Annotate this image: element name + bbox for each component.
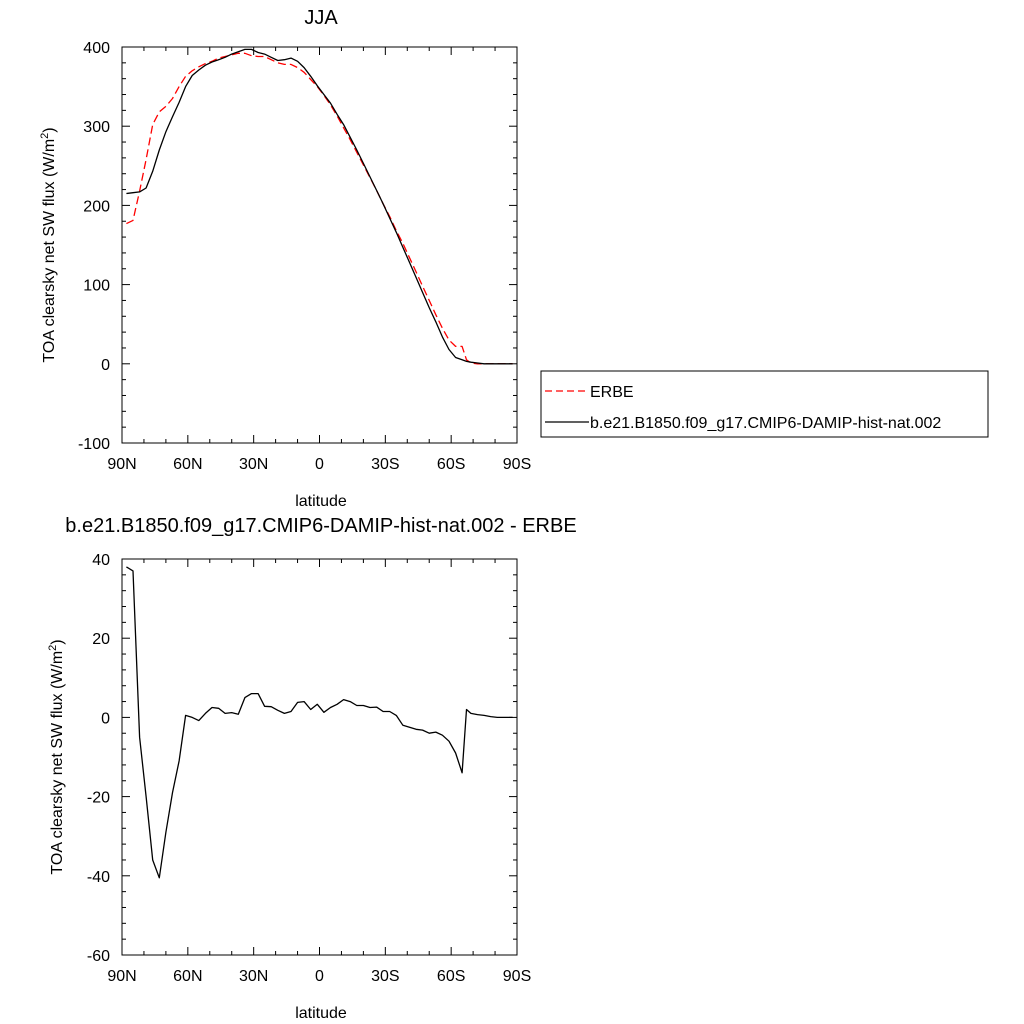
- x-tick-label: 90S: [503, 456, 531, 473]
- x-tick-label: 60N: [173, 456, 202, 473]
- y-tick-label: -100: [78, 436, 110, 453]
- y-tick-label: -20: [87, 790, 110, 807]
- chart-top: JJA 90N 60N 30N 0 30S 60S 90S -100 0 100 200 300 400…: [39, 7, 989, 510]
- plot-frame: [121, 46, 518, 444]
- x-tick-label: 60S: [437, 456, 465, 473]
- series-line-b-e21-b1850-f09-g17-cmip6-damip-hist-nat-002: [126, 48, 513, 365]
- legend-label-erbe: ERBE: [590, 384, 634, 401]
- y-tick-label: 200: [83, 198, 110, 215]
- plot-frame: [121, 558, 518, 956]
- legend: ERBE b.e21.B1850.f09_g17.CMIP6-DAMIP-his…: [540, 370, 989, 438]
- x-axis-label: latitude: [295, 1005, 347, 1022]
- x-tick-label: 30S: [371, 456, 399, 473]
- x-tick-label: 60S: [437, 968, 465, 985]
- y-axis-label: TOA clearsky net SW flux (W/m2): [39, 127, 58, 362]
- x-tick-label: 90N: [107, 456, 136, 473]
- y-tick-label: 100: [83, 278, 110, 295]
- axes: 90N 60N 30N 0 30S 60S 90S -60 -40 -20 0 20 40: [87, 552, 531, 985]
- x-tick-label: 0: [315, 456, 324, 473]
- x-tick-label: 30S: [371, 968, 399, 985]
- x-tick-label: 90N: [107, 968, 136, 985]
- y-tick-label: -60: [87, 948, 110, 965]
- y-tick-label: -40: [87, 869, 110, 886]
- chart-bottom: b.e21.B1850.f09_g17.CMIP6-DAMIP-hist-nat…: [47, 515, 577, 1022]
- y-tick-label: 400: [83, 40, 110, 57]
- series-line-erbe: [126, 52, 513, 365]
- chart-title: JJA: [304, 7, 338, 29]
- y-tick-label: 20: [92, 631, 110, 648]
- legend-box: [540, 370, 989, 438]
- plot-area: [126, 48, 513, 365]
- x-tick-label: 0: [315, 968, 324, 985]
- chart-title: b.e21.B1850.f09_g17.CMIP6-DAMIP-hist-nat…: [65, 515, 576, 537]
- axes: 90N 60N 30N 0 30S 60S 90S -100 0 100 200 300 400: [78, 40, 531, 473]
- x-axis-label: latitude: [295, 493, 347, 510]
- y-axis-label: TOA clearsky net SW flux (W/m2): [47, 639, 66, 874]
- x-tick-label: 60N: [173, 968, 202, 985]
- plot-area: [126, 566, 513, 879]
- x-tick-label: 90S: [503, 968, 531, 985]
- y-tick-label: 0: [101, 357, 110, 374]
- x-tick-label: 30N: [239, 456, 268, 473]
- x-tick-label: 30N: [239, 968, 268, 985]
- y-tick-label: 0: [101, 710, 110, 727]
- y-tick-label: 300: [83, 119, 110, 136]
- y-tick-label: 40: [92, 552, 110, 569]
- series-line-difference: [126, 566, 513, 879]
- legend-label-model: b.e21.B1850.f09_g17.CMIP6-DAMIP-hist-nat…: [590, 415, 941, 432]
